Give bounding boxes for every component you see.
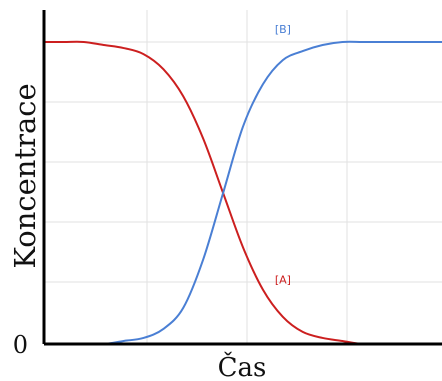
series-label-a: [A] bbox=[275, 274, 291, 287]
series-labels: [A] [B] bbox=[275, 23, 291, 287]
y-axis-title: Koncentrace bbox=[8, 83, 42, 268]
y-tick-label: 0 bbox=[13, 331, 28, 359]
series-line-a bbox=[44, 40, 442, 346]
series-line-b bbox=[43, 40, 442, 346]
x-axis-title: Čas bbox=[218, 351, 267, 381]
series-label-b: [B] bbox=[275, 23, 291, 36]
grid-lines bbox=[44, 10, 442, 344]
axes bbox=[42, 10, 442, 346]
series-layer bbox=[43, 40, 442, 346]
